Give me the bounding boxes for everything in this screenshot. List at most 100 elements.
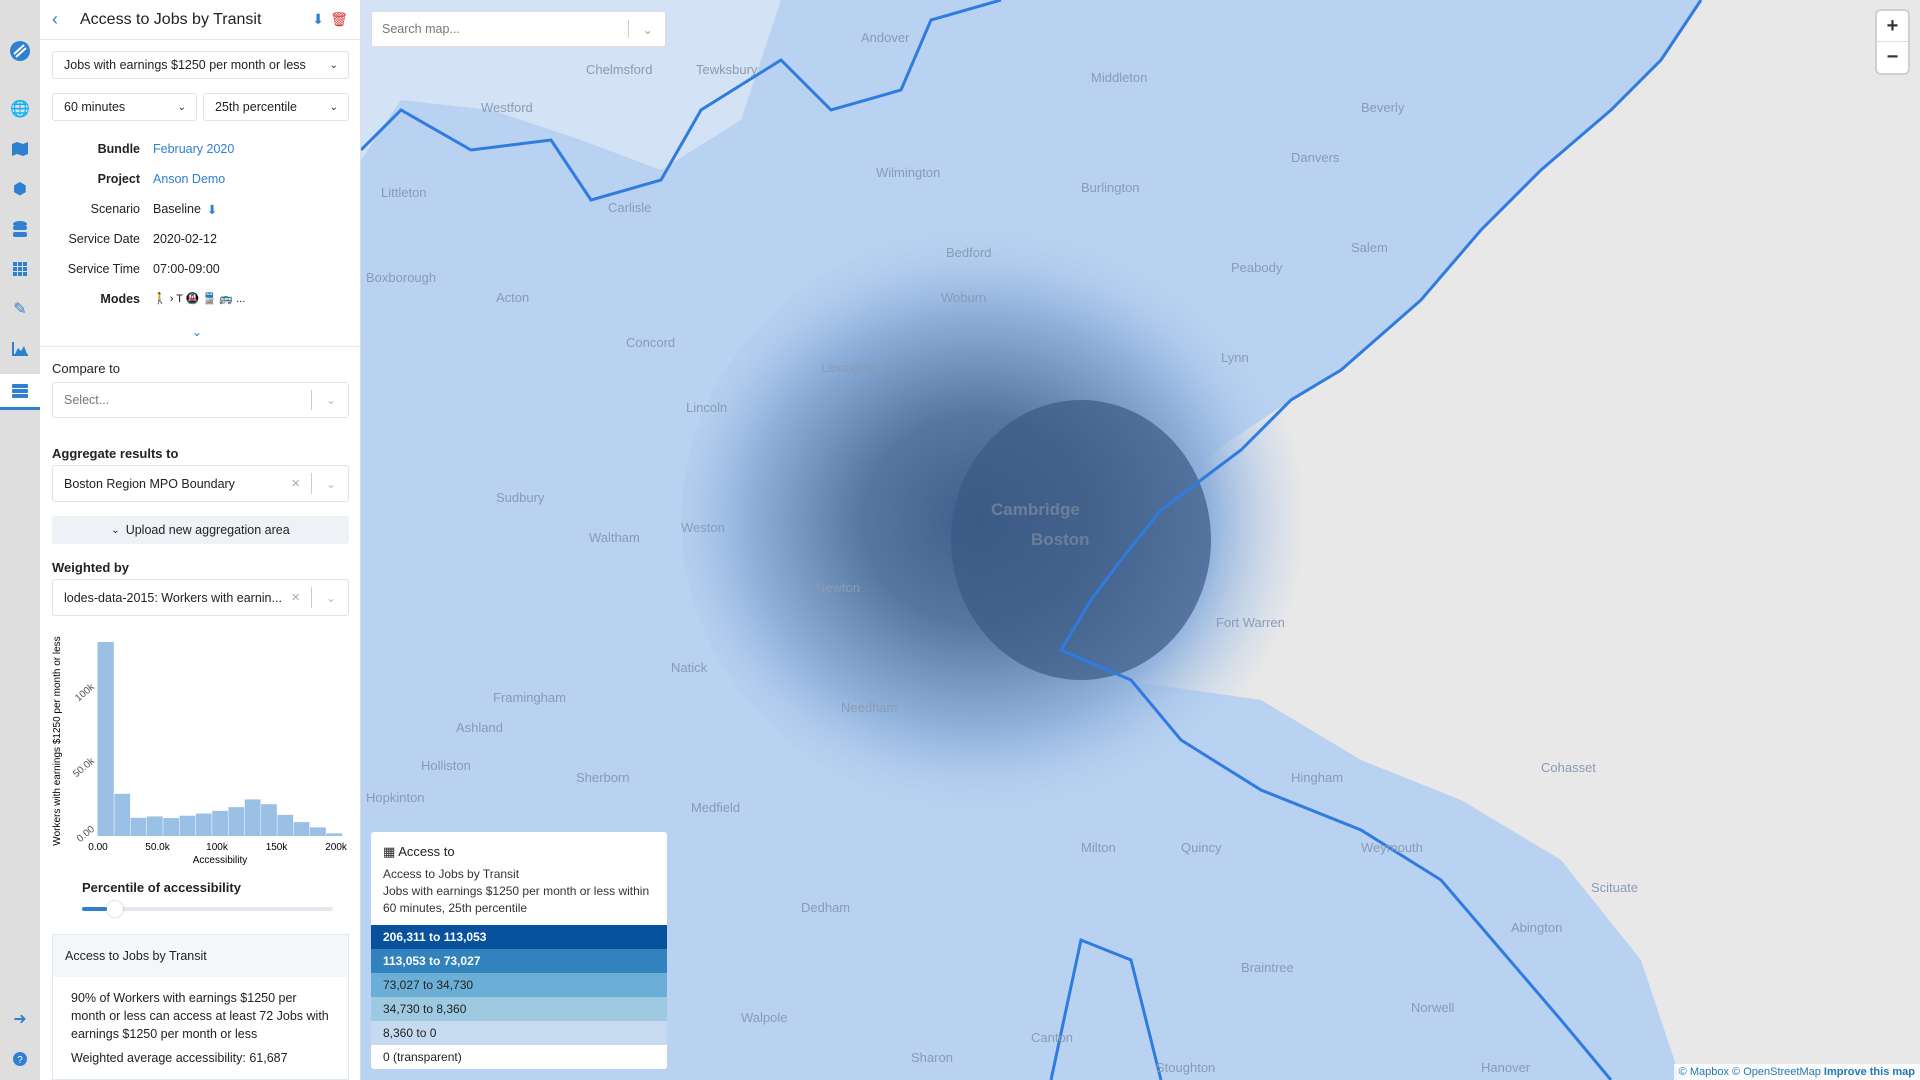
analysis-panel: ‹ Access to Jobs by Transit ⬇ 🗑 Jobs wit…	[40, 0, 361, 1080]
zoom-in-button[interactable]: +	[1877, 11, 1908, 42]
globe-icon[interactable]: 🌐	[10, 101, 30, 118]
clear-icon[interactable]: ×	[291, 589, 300, 606]
bundle-link[interactable]: February 2020	[153, 142, 235, 156]
slider-handle[interactable]	[107, 901, 124, 917]
aggregate-select[interactable]: Boston Region MPO Boundary × ⌄	[52, 465, 349, 502]
meta-service-date: Service Date 2020-02-12	[40, 232, 360, 250]
legend-title: Access to	[398, 844, 455, 859]
upload-aggregation-button[interactable]: ⌄ Upload new aggregation area	[52, 516, 349, 544]
map-place-label: Abington	[1511, 920, 1563, 935]
map-attribution: © Mapbox © OpenStreetMap Improve this ma…	[1673, 1064, 1920, 1080]
histogram-bar	[130, 817, 147, 836]
svg-text:?: ?	[17, 1055, 23, 1066]
accessibility-histogram: 0.00 50.0k 100k 150k 200k0.0050.0k100kAccess…	[52, 636, 348, 866]
weighted-value: lodes-data-2015: Workers with earnin...	[64, 590, 282, 605]
map-place-label: Woburn	[941, 290, 987, 305]
map-place-label: Lexington	[821, 360, 878, 375]
pencil-icon[interactable]: ✎	[13, 301, 27, 318]
back-icon[interactable]: ‹	[52, 9, 58, 29]
meta-modes: Modes 🚶 › T 🚇 🚆 🚌 ...	[40, 292, 360, 310]
upload-label: Upload new aggregation area	[125, 523, 290, 537]
page-title: Access to Jobs by Transit	[80, 10, 262, 28]
histogram-bar	[309, 827, 326, 836]
map-search-input[interactable]: Search map... ⌄	[371, 11, 666, 47]
y-axis-label: Workers with earnings $1250 per month or…	[52, 636, 63, 845]
histogram-bar	[244, 799, 261, 836]
histogram-bar	[261, 804, 277, 836]
weighted-label: Weighted by	[52, 560, 130, 575]
meta-bundle: Bundle February 2020	[40, 142, 360, 160]
map-legend: ▦ Access to Access to Jobs by Transit Job…	[371, 832, 667, 1069]
meta-label: Scenario	[90, 202, 140, 216]
map-place-label: Medfield	[691, 800, 741, 815]
summary-card: Access to Jobs by Transit 90% of Workers…	[52, 934, 349, 1080]
map-place-label: Hopkinton	[366, 790, 425, 805]
clear-icon[interactable]: ×	[291, 475, 300, 492]
aggregate-value: Boston Region MPO Boundary	[64, 476, 235, 491]
histogram-bar	[163, 818, 180, 836]
map-place-label: Hanover	[1481, 1060, 1531, 1075]
download-icon[interactable]: ⬇	[312, 11, 324, 27]
map-place-label: Boxborough	[366, 270, 437, 285]
osm-link[interactable]: © OpenStreetMap	[1732, 1066, 1821, 1078]
zoom-controls: + −	[1877, 11, 1908, 73]
y-tick-label: 100k	[73, 681, 97, 704]
help-icon[interactable]: ?	[0, 1044, 40, 1074]
meta-service-time: Service Time 07:00-09:00	[40, 262, 360, 280]
chevron-down-icon: ⌄	[329, 59, 338, 71]
chevron-down-icon[interactable]: ⌄	[642, 22, 653, 37]
map-place-label: Concord	[626, 335, 676, 350]
zoom-out-button[interactable]: −	[1886, 46, 1899, 68]
map-place-label: Dedham	[801, 900, 851, 915]
mapbox-link[interactable]: © Mapbox	[1678, 1066, 1729, 1078]
map-place-label: Wilmington	[876, 165, 941, 180]
map-place-label: Braintree	[1241, 960, 1294, 975]
map-canvas[interactable]: Boston Cambridge Lexington Newton Waltham Fra…	[361, 0, 1920, 1080]
x-tick-label: 0.00	[88, 842, 108, 853]
map-place-label: Stoughton	[1156, 1060, 1216, 1075]
slider-fill	[82, 907, 108, 911]
trash-icon[interactable]: 🗑	[330, 11, 348, 27]
map-place-label: Framingham	[493, 690, 566, 705]
compare-select[interactable]: Select... ⌄	[52, 382, 349, 418]
server-icon[interactable]	[0, 374, 40, 410]
area-chart-icon[interactable]	[0, 334, 40, 364]
modes-icons: 🚶 › T 🚇 🚆 🚌 ...	[153, 293, 246, 305]
map-place-label: Sudbury	[496, 490, 545, 505]
logout-icon[interactable]: ➜	[13, 1011, 27, 1028]
percentile-slider[interactable]	[82, 901, 333, 917]
map-place-label: Lincoln	[686, 400, 728, 415]
download-icon[interactable]: ⬇	[207, 203, 218, 217]
search-placeholder: Search map...	[382, 22, 460, 36]
histogram-bar	[195, 813, 212, 836]
improve-map-link[interactable]: Improve this map	[1823, 1066, 1915, 1078]
legend-bin: 34,730 to 8,360	[371, 997, 667, 1021]
y-tick-label: 50.0k	[71, 755, 98, 780]
map-place-label: Canton	[1031, 1030, 1073, 1045]
logo-icon[interactable]	[0, 33, 40, 69]
map-place-label: Scituate	[1591, 880, 1638, 895]
project-link[interactable]: Anson Demo	[153, 172, 226, 186]
summary-title: Access to Jobs by Transit	[53, 935, 348, 977]
map-place-label: Norwell	[1411, 1000, 1455, 1015]
map-place-label: Westford	[481, 100, 533, 115]
histogram-bar	[212, 810, 228, 836]
legend-description: Jobs with earnings $1250 per month or le…	[383, 884, 650, 915]
expand-chevron-icon[interactable]: ⌄	[192, 325, 203, 339]
x-tick-label: 100k	[206, 842, 229, 853]
weighted-select[interactable]: lodes-data-2015: Workers with earnin... ×…	[52, 579, 349, 616]
cubes-icon[interactable]: ⬢	[13, 181, 27, 198]
service-date-value: 2020-02-12	[153, 232, 217, 246]
map-place-label: Danvers	[1291, 150, 1340, 165]
service-time-value: 07:00-09:00	[153, 262, 220, 276]
time-cutoff-select[interactable]: 60 minutes ⌄	[52, 93, 197, 121]
opportunity-dataset-select[interactable]: Jobs with earnings $1250 per month or le…	[52, 51, 349, 79]
summary-average: Weighted average accessibility: 61,687	[71, 1051, 288, 1065]
database-icon[interactable]	[0, 214, 40, 244]
map-place-label: Carlisle	[608, 200, 652, 215]
chevron-down-icon: ⌄	[177, 101, 186, 113]
map-place-label: Hingham	[1291, 770, 1344, 785]
grid-icon[interactable]	[0, 254, 40, 284]
map-icon[interactable]	[0, 134, 40, 164]
percentile-select[interactable]: 25th percentile ⌄	[203, 93, 349, 121]
